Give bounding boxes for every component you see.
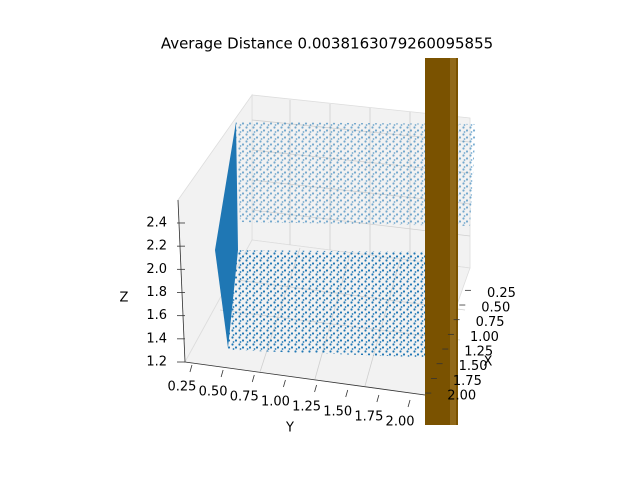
y-tick-label: 1.75 [354, 410, 383, 425]
x-tick-label: 2.00 [447, 389, 476, 404]
point-cloud-upper [236, 122, 476, 226]
x-tick-label: 1.75 [453, 374, 482, 389]
y-tick [345, 389, 349, 398]
y-tick [251, 374, 255, 383]
y-tick-label: 0.50 [199, 385, 228, 400]
z-tick-label: 2.4 [146, 215, 167, 230]
point-cloud-lower [228, 250, 440, 358]
y-tick-label: 0.25 [167, 380, 196, 395]
y-tick-label: 2.00 [386, 415, 415, 430]
x-tick-label: 1.00 [470, 330, 499, 345]
y-tick-label: 1.00 [261, 395, 290, 410]
y-axis-line [184, 361, 426, 396]
x-tick-label: 0.75 [476, 315, 505, 330]
x-tick-label: 1.25 [464, 345, 493, 360]
x-axis-label: X [484, 355, 493, 370]
x-tick-label: 1.50 [459, 359, 488, 374]
z-tick-label: 1.2 [146, 355, 167, 370]
y-tick-label: 1.50 [323, 405, 352, 420]
y-tick-label: 0.75 [230, 390, 259, 405]
y-tick [314, 384, 317, 393]
z-tick-label: 1.8 [146, 285, 167, 300]
point-cloud-edge [215, 122, 238, 348]
chart-title: Average Distance 0.0038163079260095855 [161, 35, 493, 53]
y-tick [189, 364, 193, 373]
z-axis-line [177, 199, 186, 363]
z-tick-label: 1.4 [146, 331, 167, 346]
y-tick [283, 379, 286, 388]
z-tick-label: 1.6 [146, 308, 167, 323]
y-tick [376, 394, 380, 403]
z-tick-label: 2.0 [146, 262, 167, 277]
pole-highlight [450, 58, 456, 425]
z-tick-label: 2.2 [146, 239, 167, 254]
z-axis-label: Z [120, 291, 129, 306]
y-tick [220, 369, 224, 378]
y-axis-label: Y [285, 421, 294, 436]
y-tick-label: 1.25 [292, 400, 321, 415]
x-tick-label: 0.50 [481, 301, 510, 316]
y-tick [407, 399, 411, 408]
x-tick-label: 0.25 [487, 286, 516, 301]
